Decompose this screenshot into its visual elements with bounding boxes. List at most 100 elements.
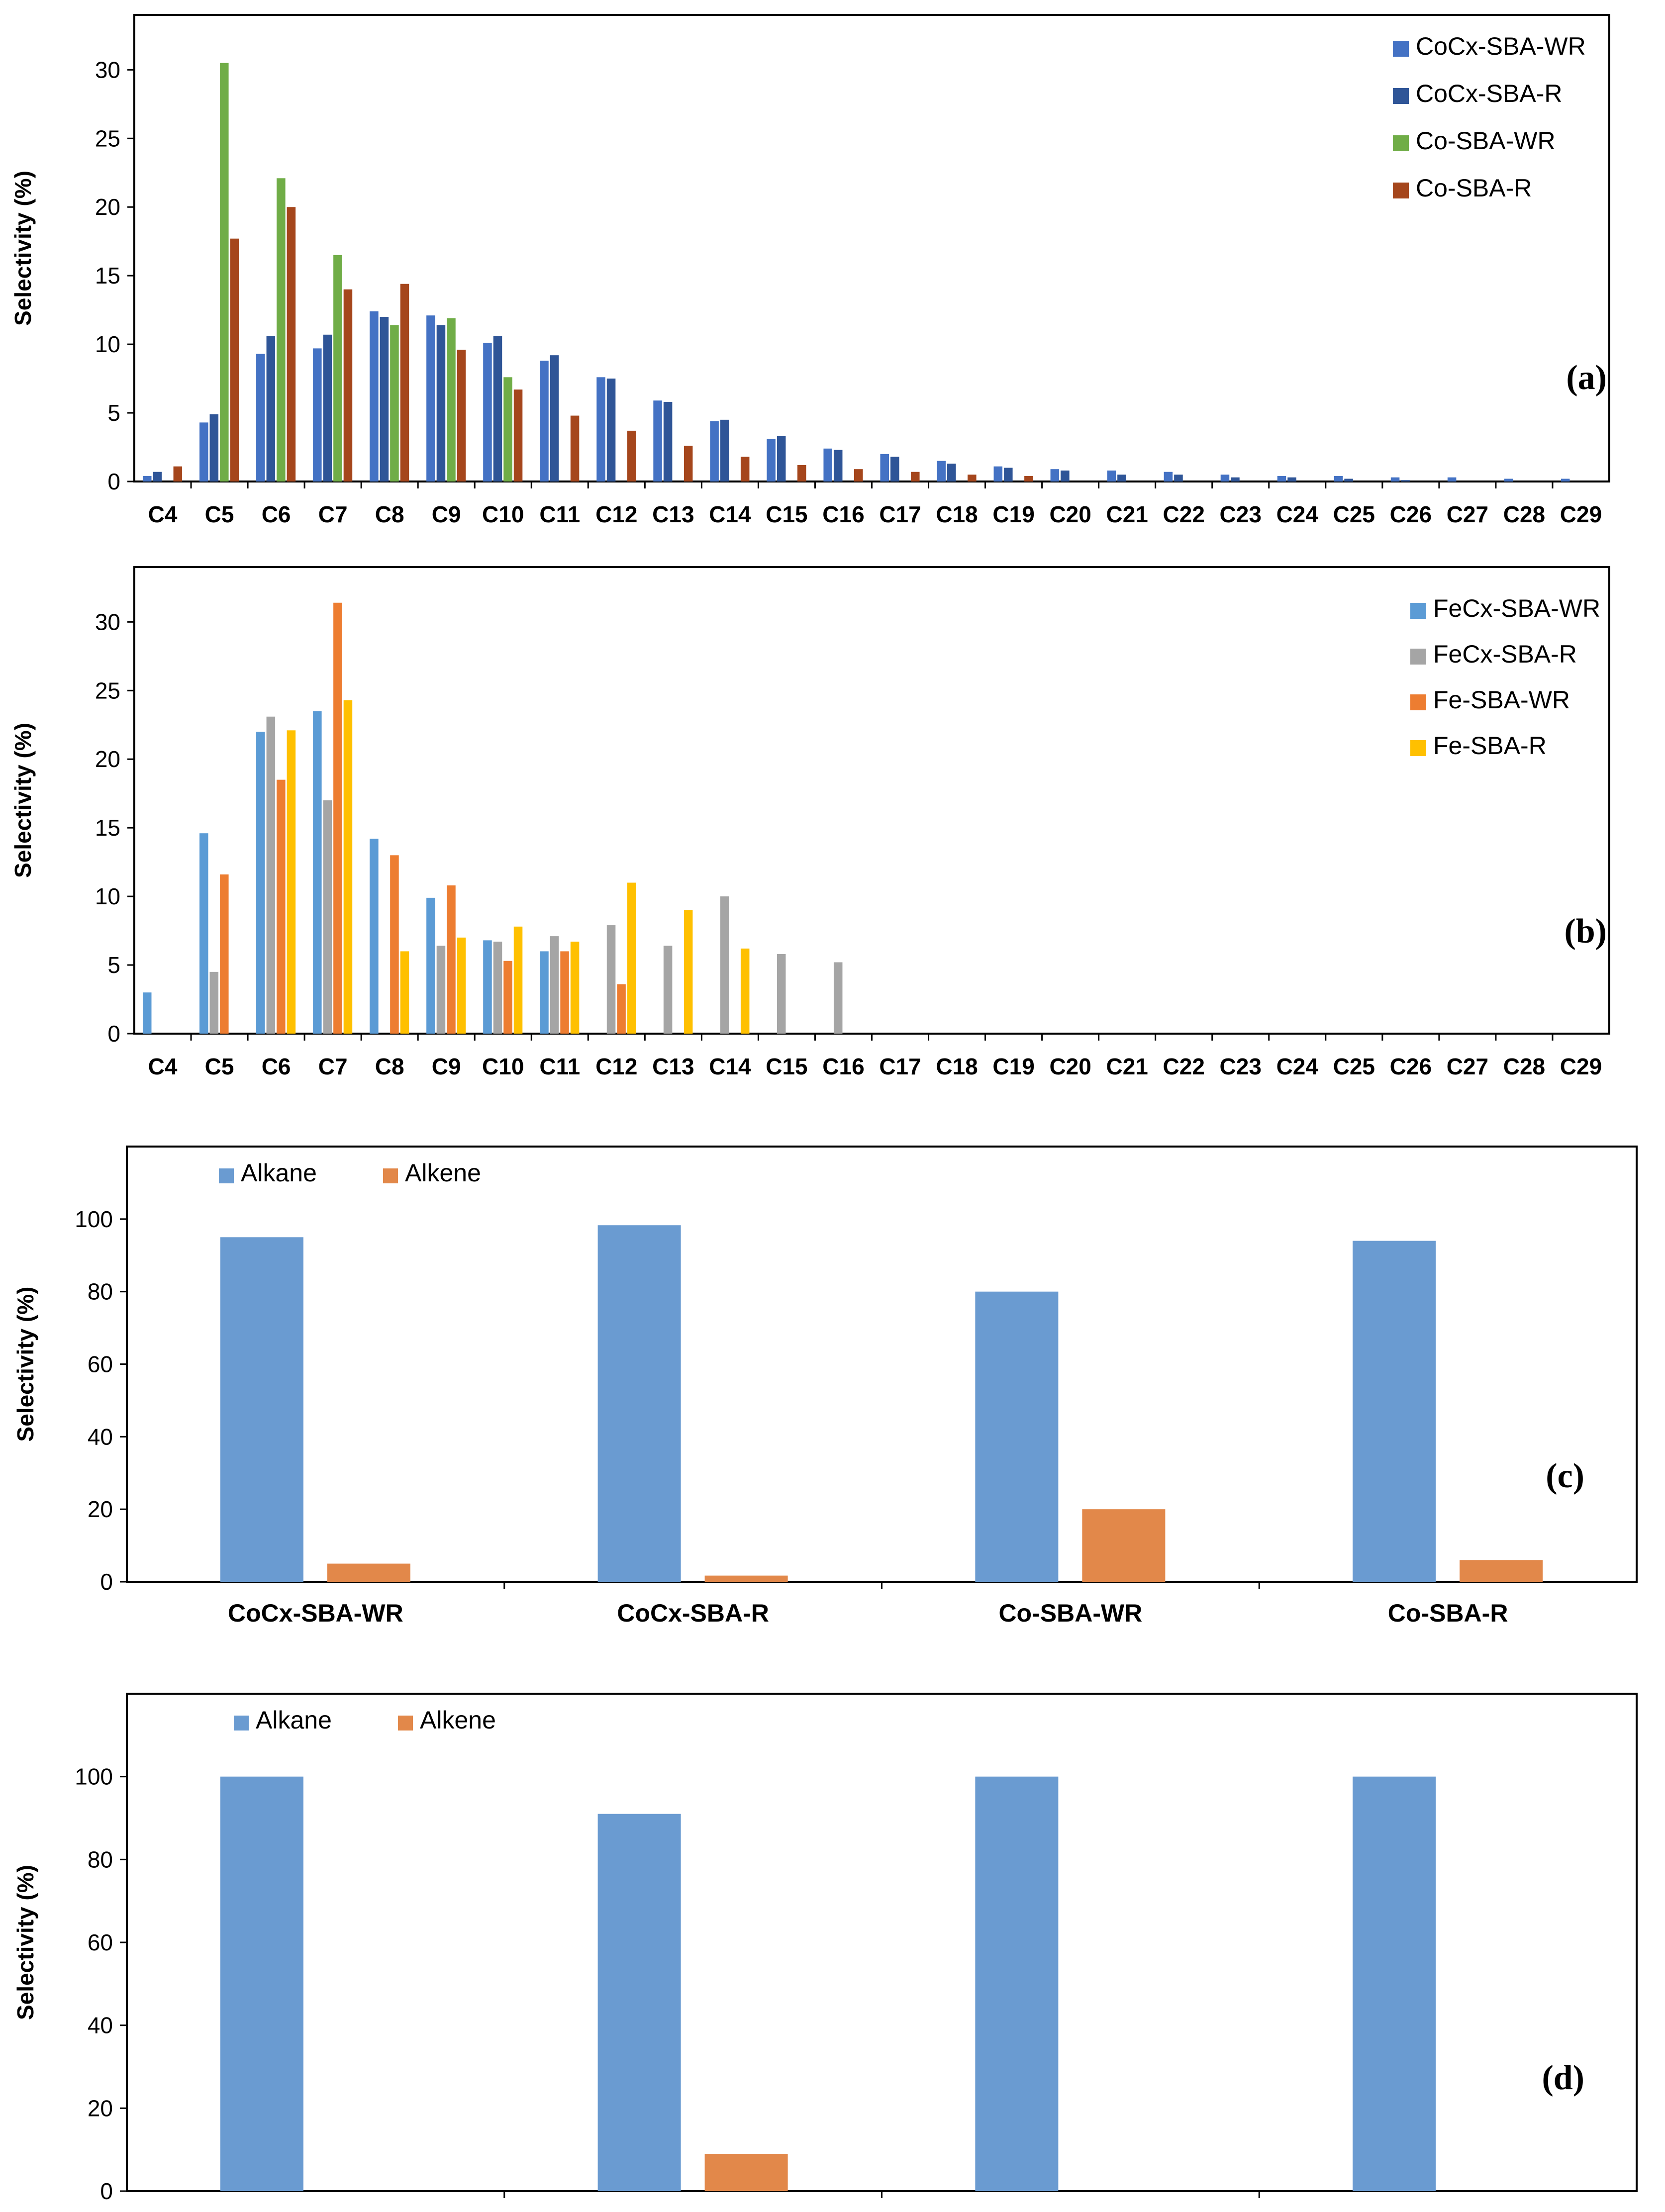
bar-cocx-sba-wr (426, 315, 435, 481)
x-category-label: C17 (879, 1054, 921, 1079)
y-tick-label: 0 (107, 1021, 120, 1047)
bar-fecx-sba-r (606, 925, 616, 1034)
x-category-label: C8 (375, 1054, 404, 1079)
legend-label: Co-SBA-R (1416, 174, 1532, 202)
x-category-label: C23 (1220, 501, 1262, 527)
legend-label: CoCx-SBA-WR (1416, 32, 1586, 60)
bar-fe-sba-r (740, 948, 750, 1034)
plot-frame (133, 566, 1610, 1035)
bar-cocx-sba-wr (880, 454, 889, 481)
bar-cocx-sba-wr (1504, 479, 1513, 481)
legend-swatch (383, 1168, 398, 1183)
bar-fecx-sba-wr (483, 940, 492, 1034)
x-category-label: C25 (1333, 501, 1375, 527)
bar-cocx-sba-r (436, 325, 446, 481)
legend-swatch (1393, 88, 1409, 104)
bar-cocx-sba-r (323, 334, 332, 481)
x-category-label: C14 (709, 501, 751, 527)
bar-co-sba-wr (220, 63, 229, 481)
bar-fe-sba-r (684, 910, 693, 1034)
bar-fe-sba-r (627, 882, 636, 1034)
legend-swatch (234, 1716, 249, 1731)
bar-alkene (704, 2154, 788, 2191)
bar-co-sba-r (343, 289, 353, 481)
x-category-label: C27 (1447, 1054, 1488, 1079)
bar-fecx-sba-r (436, 946, 446, 1034)
y-tick-label: 40 (88, 2013, 113, 2038)
bar-fecx-sba-r (777, 954, 786, 1034)
x-category-label: C17 (879, 501, 921, 527)
bar-fe-sba-wr (560, 951, 569, 1034)
bar-co-sba-r (740, 457, 750, 481)
bar-alkene (1460, 1560, 1543, 1582)
x-category-label: C15 (766, 501, 807, 527)
chart-panel-b: 0 5 10 15 20 25 30 Selectivity (%) C4 C5 C6 C7 C8 C9 C… (10, 566, 1610, 1079)
x-category-label: C5 (205, 1054, 234, 1079)
bar-cocx-sba-r (153, 472, 162, 481)
bar-fecx-sba-r (323, 800, 332, 1034)
bar-cocx-sba-wr (937, 461, 946, 481)
plot-frame (133, 14, 1610, 482)
bar-alkane (597, 1814, 681, 2191)
legend-label: FeCx-SBA-WR (1433, 594, 1600, 622)
bar-co-sba-r (854, 469, 863, 481)
x-category-label: C16 (822, 501, 864, 527)
bar-fecx-sba-r (209, 971, 219, 1034)
y-tick-label: 20 (95, 746, 120, 772)
legend-label: FeCx-SBA-R (1433, 640, 1577, 668)
x-category-label: C4 (148, 1054, 178, 1079)
legend-swatch (1410, 649, 1426, 665)
bar-fecx-sba-wr (313, 711, 322, 1034)
y-axis-label: Selectivity (%) (12, 1287, 38, 1442)
bar-cocx-sba-r (1061, 470, 1070, 481)
bar-alkene (327, 1563, 410, 1582)
bar-co-sba-wr (390, 325, 399, 481)
bar-cocx-sba-wr (199, 422, 208, 481)
legend-swatch (219, 1168, 234, 1183)
y-tick-label: 60 (88, 1351, 113, 1377)
y-tick-label: 30 (95, 609, 120, 635)
x-category-label: C28 (1503, 501, 1545, 527)
bar-cocx-sba-wr (653, 400, 662, 481)
legend-swatch (1393, 135, 1409, 151)
x-category-label: C12 (595, 1054, 637, 1079)
bar-co-sba-r (570, 415, 580, 481)
legend-label: Alkane (241, 1159, 317, 1187)
bar-fe-sba-r (570, 942, 580, 1034)
bar-fe-sba-r (343, 700, 353, 1034)
chart-panel-d: 0 20 40 60 80 100 Selectivity (%) FeCx-SBA-WR Fe… (12, 1693, 1638, 2212)
bar-co-sba-r (513, 389, 523, 481)
bar-cocx-sba-wr (1561, 479, 1570, 481)
x-category-label: Fe-SBA-WR (623, 2211, 763, 2212)
x-category-label: CoCx-SBA-WR (228, 1599, 403, 1627)
bar-cocx-sba-wr (256, 354, 265, 481)
x-category-label: C22 (1163, 501, 1205, 527)
legend-swatch (1410, 603, 1426, 619)
x-category-label: C13 (652, 501, 694, 527)
bar-cocx-sba-r (1117, 475, 1126, 481)
legend-label: Alkene (420, 1706, 496, 1734)
legend-swatch (1410, 694, 1426, 710)
bar-cocx-sba-wr (1447, 477, 1457, 481)
x-category-label: Fe-SBA-R (1390, 2211, 1506, 2212)
bar-cocx-sba-r (209, 414, 219, 481)
bar-cocx-sba-r (266, 336, 276, 481)
y-tick-label: 0 (100, 1569, 113, 1595)
y-tick-label: 30 (95, 57, 120, 83)
bar-fe-sba-r (457, 937, 466, 1034)
bar-fecx-sba-wr (256, 732, 265, 1034)
bar-fe-sba-r (287, 730, 296, 1034)
bar-cocx-sba-wr (142, 476, 152, 481)
bar-cocx-sba-wr (1334, 476, 1343, 481)
x-category-label: C4 (148, 501, 178, 527)
legend-swatch (1410, 740, 1426, 756)
bar-fe-sba-wr (333, 602, 342, 1034)
bar-cocx-sba-r (493, 336, 502, 481)
bar-co-sba-r (968, 475, 977, 481)
x-category-label: Co-SBA-WR (998, 1599, 1142, 1627)
y-tick-label: 0 (107, 469, 120, 494)
x-category-label: C7 (318, 1054, 348, 1079)
x-category-label: C5 (205, 501, 234, 527)
bar-fecx-sba-wr (370, 839, 379, 1034)
